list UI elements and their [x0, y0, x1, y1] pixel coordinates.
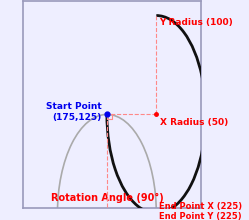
Text: Start Point
(175,125): Start Point (175,125) [46, 102, 102, 123]
Text: End Point Y (225): End Point Y (225) [159, 212, 242, 220]
Text: Y Radius (100): Y Radius (100) [159, 18, 233, 28]
Text: Rotation Angle (90°): Rotation Angle (90°) [51, 193, 163, 204]
Text: X Radius (50): X Radius (50) [160, 118, 229, 127]
Text: End Point X (225): End Point X (225) [159, 202, 243, 211]
